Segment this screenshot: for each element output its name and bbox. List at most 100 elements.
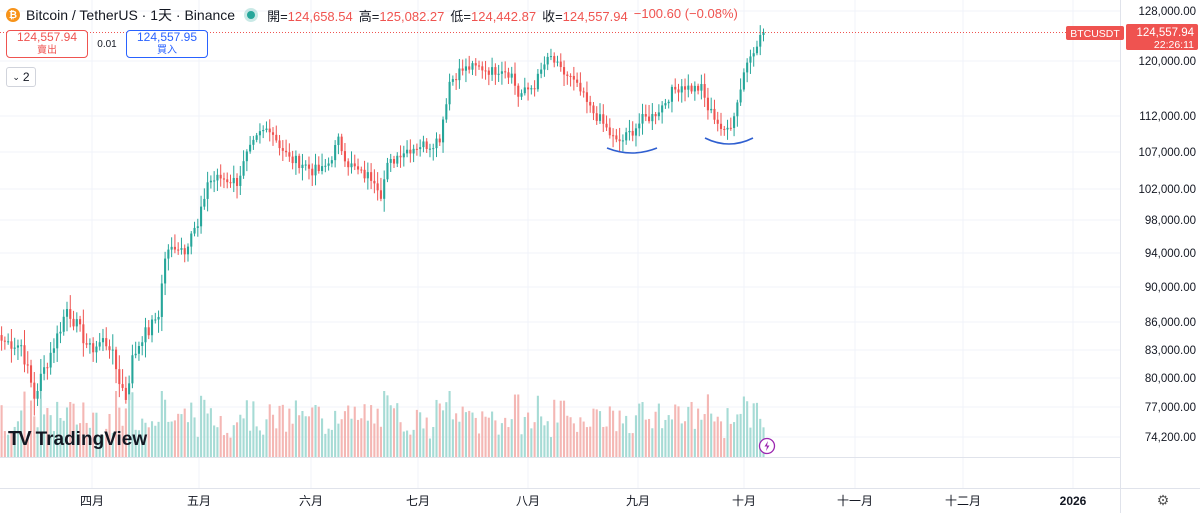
volume-bar [602, 426, 605, 457]
volume-bar [258, 430, 261, 457]
volume-bar [680, 423, 683, 457]
volume-bar [399, 422, 402, 457]
candle-body [170, 246, 173, 250]
y-tick-label: 74,200.00 [1145, 432, 1196, 444]
volume-bar [281, 404, 284, 457]
volume-bar [710, 413, 713, 457]
volume-bar [736, 414, 739, 457]
indicator-toggle[interactable]: ⌄ 2 [6, 67, 36, 87]
volume-bar [334, 410, 337, 457]
volume-bar [520, 434, 523, 457]
low-label: 低= [450, 8, 471, 24]
candle-body [144, 327, 147, 343]
candle-body [559, 61, 562, 68]
candle-body [491, 67, 494, 75]
x-tick-label: 五月 [187, 494, 211, 508]
candle-body [693, 85, 696, 92]
candle-body [674, 86, 677, 90]
gear-icon[interactable]: ⚙ [1156, 491, 1170, 508]
volume-bar [438, 403, 441, 457]
candle-body [304, 164, 307, 166]
volume-bar [661, 428, 664, 457]
volume-bar [481, 411, 484, 457]
candle-body [285, 150, 288, 153]
volume-bar [576, 431, 579, 457]
volume-bar [383, 391, 386, 457]
candle-body [729, 127, 732, 129]
y-tick-label: 86,000.00 [1145, 317, 1196, 329]
volume-bar [216, 427, 219, 457]
candle-body [739, 89, 742, 103]
volume-bar [517, 394, 520, 457]
candle-body [595, 113, 598, 121]
candle-body [481, 66, 484, 71]
candle-body [438, 138, 441, 143]
price-tag-value: 124,557.94 [1136, 27, 1194, 39]
volume-bar [477, 433, 481, 457]
volume-bar [618, 410, 621, 457]
volume-bar [569, 417, 572, 457]
volume-bar [638, 403, 641, 457]
candle-body [428, 148, 432, 150]
candle-body [628, 130, 631, 133]
buy-button[interactable]: 124,557.95 買入 [126, 30, 208, 58]
volume-bar [43, 414, 46, 457]
candle-body [20, 345, 23, 347]
volume-bar [494, 420, 497, 457]
candle-body [461, 68, 464, 71]
volume-bar [386, 395, 389, 457]
y-tick-label: 83,000.00 [1145, 345, 1196, 357]
volume-bar [536, 395, 539, 457]
volume-bar [510, 419, 513, 457]
candle-body [419, 147, 422, 150]
volume-bar [311, 407, 314, 457]
candle-body [65, 309, 69, 317]
volume-bar [10, 431, 13, 457]
candle-body [229, 182, 232, 184]
candle-body [26, 364, 29, 366]
candle-body [324, 165, 327, 167]
volume-bar [173, 420, 176, 457]
volume-bar [304, 416, 307, 457]
candle-body [167, 249, 170, 259]
x-tick-label: 2026 [1060, 494, 1087, 508]
volume-bar [180, 414, 183, 457]
candle-body [177, 249, 180, 251]
annotation-arc [606, 147, 658, 154]
candle-body [150, 319, 154, 336]
candle-body [625, 132, 628, 141]
sell-label: 賣出 [37, 45, 57, 56]
symbol-title[interactable]: Bitcoin / TetherUS · 1天 · Binance [26, 7, 236, 23]
candle-body [556, 61, 559, 63]
candle-body [82, 324, 85, 344]
candle-body [425, 141, 428, 149]
volume-bar [36, 427, 39, 457]
x-tick-label: 九月 [626, 494, 650, 508]
sell-button[interactable]: 124,557.94 賣出 [6, 30, 88, 58]
volume-bar [589, 426, 592, 457]
ohlc-values: 開=124,658.54 高=125,082.27 低=124,442.87 收… [267, 6, 738, 25]
candle-body [275, 134, 278, 141]
candle-body [298, 155, 301, 169]
candle-body [392, 159, 396, 164]
candle-body [654, 114, 657, 117]
y-tick-label: 102,000.00 [1138, 184, 1196, 196]
volume-bar [631, 433, 634, 457]
candle-body [327, 163, 330, 166]
tradingview-logo: TV TradingView [8, 428, 147, 451]
candle-body [278, 140, 281, 149]
volume-bar [428, 438, 432, 457]
candle-body [131, 355, 134, 384]
symbol-header: ₿ Bitcoin / TetherUS · 1天 · Binance 開=12… [6, 4, 738, 26]
volume-bar [157, 421, 160, 457]
candle-body [366, 172, 369, 179]
candle-body [190, 233, 193, 247]
volume-bar [523, 416, 526, 457]
volume-bar [683, 421, 687, 457]
spread-value: 0.01 [97, 38, 117, 50]
candle-body [504, 71, 507, 73]
volume-bar [186, 422, 190, 457]
volume-bar [396, 403, 399, 457]
